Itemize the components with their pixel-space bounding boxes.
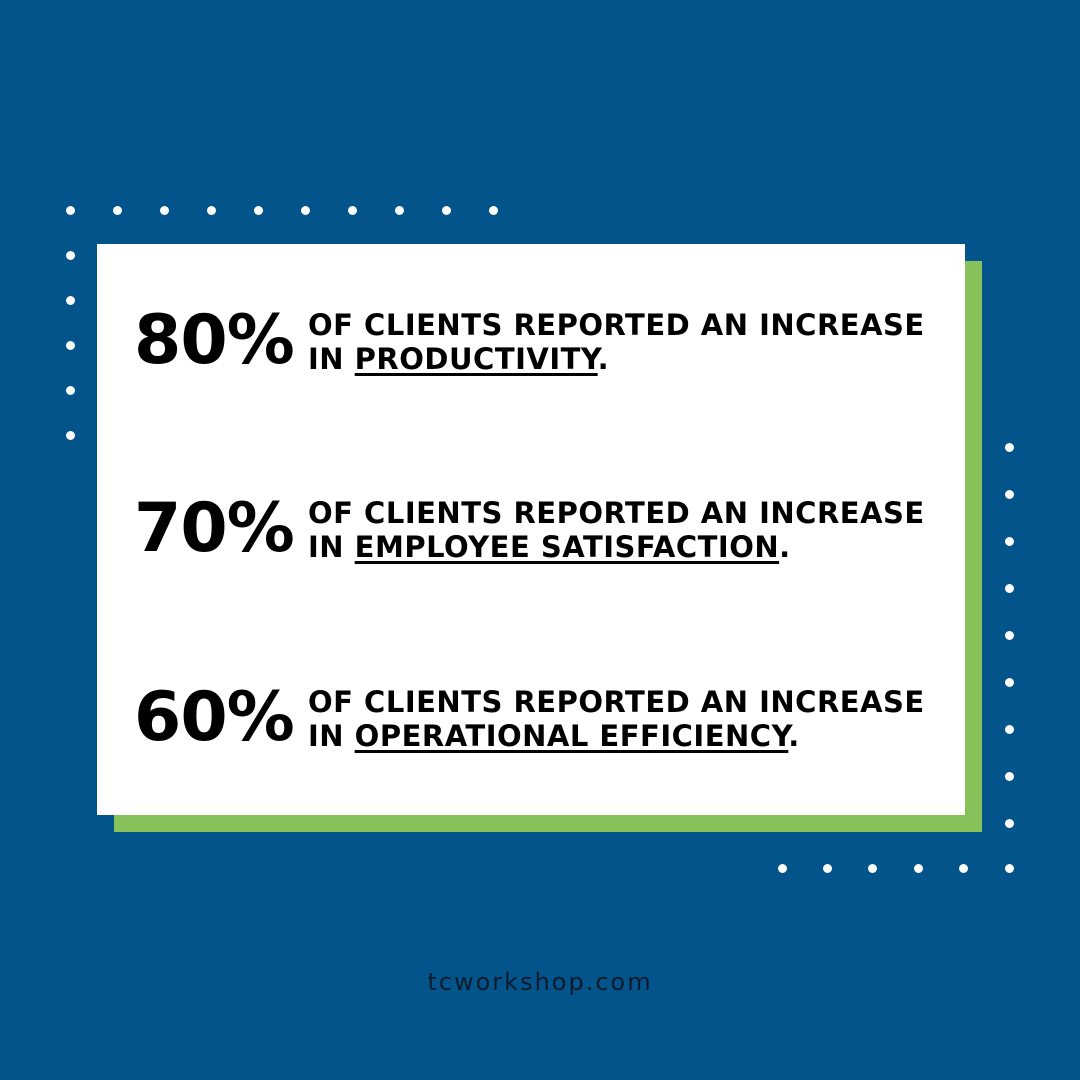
stat-description-line1: OF CLIENTS REPORTED AN INCREASE [308, 685, 925, 719]
decorative-dot [1004, 489, 1014, 499]
website-url[interactable]: tcworkshop.com [427, 968, 653, 996]
stat-description-line2: IN PRODUCTIVITY. [308, 342, 948, 376]
stat-prefix: IN [308, 530, 355, 564]
stat-description-line1: OF CLIENTS REPORTED AN INCREASE [308, 308, 925, 342]
stat-suffix: . [788, 719, 800, 753]
decorative-dot [1004, 536, 1014, 546]
stat-highlight: PRODUCTIVITY [354, 342, 598, 376]
decorative-dot [1004, 583, 1014, 593]
decorative-dot [300, 205, 310, 215]
stat-description: OF CLIENTS REPORTED AN INCREASE IN OPERA… [308, 685, 948, 753]
decorative-dot [822, 863, 832, 873]
decorative-dot [913, 863, 923, 873]
decorative-dot [777, 863, 787, 873]
decorative-dot [1004, 771, 1014, 781]
stats-card: 80% OF CLIENTS REPORTED AN INCREASE IN P… [97, 244, 965, 815]
stat-description-line1: OF CLIENTS REPORTED AN INCREASE [308, 496, 925, 530]
decorative-dot [65, 340, 75, 350]
decorative-dot [1004, 863, 1014, 873]
decorative-dot [488, 205, 498, 215]
decorative-dot [959, 863, 969, 873]
decorative-dot [65, 430, 75, 440]
stat-percentage: 80% [134, 301, 295, 380]
stat-suffix: . [597, 342, 610, 376]
decorative-dot [1004, 442, 1014, 452]
decorative-dot [65, 385, 75, 395]
stat-description-line2: IN OPERATIONAL EFFICIENCY. [308, 719, 948, 753]
decorative-dot [1004, 630, 1014, 640]
stat-description: OF CLIENTS REPORTED AN INCREASE IN EMPLO… [308, 496, 948, 564]
stat-highlight: OPERATIONAL EFFICIENCY [354, 719, 789, 753]
decorative-dot [1004, 677, 1014, 687]
stat-suffix: . [779, 530, 791, 564]
stat-description-line2: IN EMPLOYEE SATISFACTION. [308, 530, 948, 564]
stat-percentage: 70% [134, 489, 295, 568]
stat-highlight: EMPLOYEE SATISFACTION [354, 530, 780, 564]
decorative-dot [441, 205, 451, 215]
decorative-dot [1004, 818, 1014, 828]
decorative-dot [112, 205, 122, 215]
stat-row-productivity: 80% OF CLIENTS REPORTED AN INCREASE IN P… [97, 286, 965, 396]
decorative-dot [1004, 724, 1014, 734]
stat-prefix: IN [308, 719, 355, 753]
decorative-dot [394, 205, 404, 215]
stat-percentage: 60% [134, 678, 295, 757]
decorative-dot [347, 205, 357, 215]
decorative-dot [65, 205, 75, 215]
stat-row-employee-satisfaction: 70% OF CLIENTS REPORTED AN INCREASE IN E… [97, 474, 965, 584]
stat-description: OF CLIENTS REPORTED AN INCREASE IN PRODU… [308, 308, 948, 376]
stat-row-operational-efficiency: 60% OF CLIENTS REPORTED AN INCREASE IN O… [97, 663, 965, 773]
decorative-dot [206, 205, 216, 215]
decorative-dot [65, 250, 75, 260]
decorative-dot [159, 205, 169, 215]
stat-prefix: IN [308, 342, 355, 376]
decorative-dot [253, 205, 263, 215]
decorative-dot [65, 295, 75, 305]
decorative-dot [868, 863, 878, 873]
